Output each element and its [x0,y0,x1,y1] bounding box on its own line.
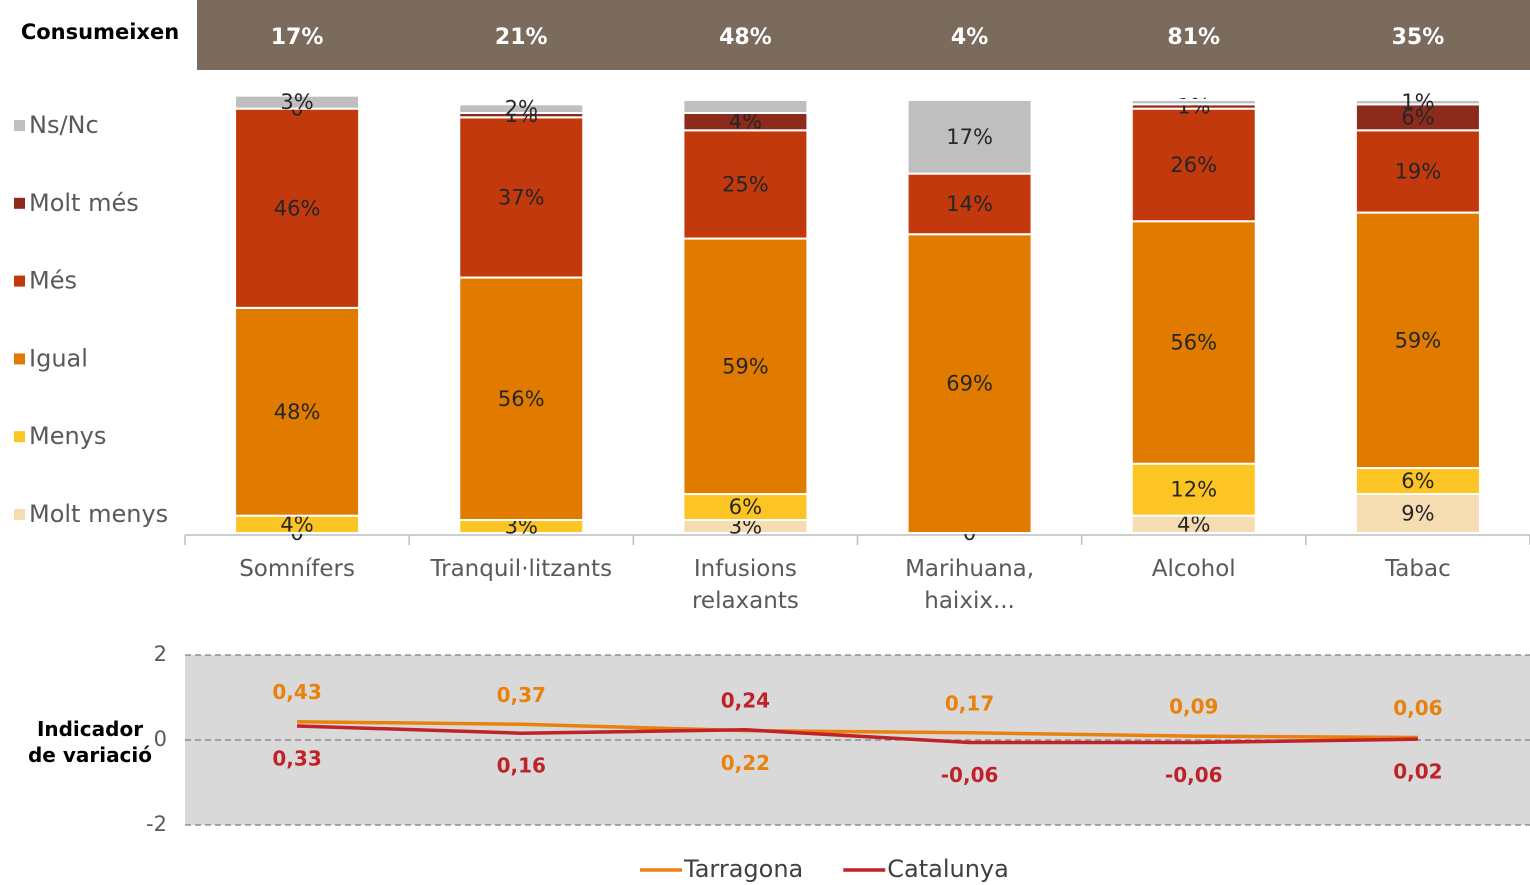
data-label: 6% [729,495,762,519]
consumption-label: 21% [495,25,548,50]
data-label: 1% [1401,90,1434,114]
data-label: 0,09 [1169,695,1218,719]
consumption-label: 35% [1392,25,1445,50]
bar-segment [682,237,809,496]
legend-label: Tarragona [683,855,803,883]
legend-swatch [14,120,25,131]
x-tick-label: Alcohol [1151,556,1236,582]
legend-label: Menys [29,422,106,450]
bar-segment [234,107,361,309]
consumption-label: 48% [719,25,772,50]
data-label: 0,22 [721,751,770,775]
data-label: 46% [274,196,321,220]
data-label: 6% [1401,469,1434,493]
bar-segment [1354,103,1481,132]
data-label: 0,17 [945,691,994,715]
legend-swatch [14,197,25,209]
data-label: 4% [729,110,762,134]
data-label: 17% [946,125,993,149]
data-label: 9% [1401,502,1434,526]
legend-label: Ns/Nc [29,111,99,139]
data-label: 0,16 [497,754,546,778]
bar-segment [682,493,809,522]
data-label: -0,06 [1165,763,1223,787]
data-label: 26% [1170,153,1217,177]
data-label: 0,02 [1393,760,1442,784]
line [297,719,1418,740]
data-label: 12% [1170,478,1217,502]
bar-segment [682,129,809,240]
data-label: 3% [280,90,313,114]
x-tick-label: Marihuana, haixix... [905,556,1035,614]
consumption-label: 17% [271,25,324,50]
header-band [197,0,1530,70]
data-label: 48% [274,400,321,424]
data-label: 59% [1395,328,1442,352]
legend-label: Igual [29,344,88,372]
legend-label: Molt més [29,189,139,217]
data-label: 6% [1401,105,1434,129]
data-label: 0,43 [272,680,321,704]
bar-segment [458,116,585,279]
bar-segment [906,233,1033,534]
legend-label: Catalunya [887,855,1009,883]
data-label: 69% [946,372,993,396]
x-tick-label: Somnífers [239,556,355,582]
y-tick-label: 2 [154,642,167,666]
y-tick-label: 0 [154,727,167,751]
bar-segment [234,94,361,110]
bar-segment [458,103,585,114]
data-label: 0,24 [721,688,770,712]
data-label: 14% [946,192,993,216]
legend-swatch [14,353,25,365]
bar-segment [682,99,809,114]
legend-label: Molt menys [29,500,168,528]
x-tick-label: Tabac [1385,556,1451,582]
data-label: 37% [498,185,545,209]
data-label: 56% [498,387,545,411]
y-tick-label: -2 [146,812,167,836]
bar-segment [1130,462,1257,517]
data-label: 25% [722,172,769,196]
bar-segment [1354,129,1481,214]
bar-segment [234,306,361,517]
y-axis-label: Indicador de variació [27,717,153,767]
data-label: 59% [722,354,769,378]
data-label: 56% [1170,330,1217,354]
legend-swatch [14,509,25,520]
x-tick-label: Infusions relaxants [691,556,799,614]
bar-segment [1354,493,1481,534]
bar-segment [906,99,1033,175]
data-label: 2% [505,97,538,121]
data-label: 19% [1395,159,1442,183]
bar-segment [906,172,1033,236]
data-label: 1% [1177,94,1210,118]
data-label: 0,37 [497,683,546,707]
consumption-label: 4% [951,25,988,50]
line [297,724,1418,745]
legend-swatch [14,431,25,443]
data-label: -0,06 [941,763,999,787]
header-label: Consumeixen [21,20,179,44]
x-tick-label: Tranquil·litzants [430,556,613,582]
legend-swatch [14,275,25,287]
bar-segment [1354,99,1481,106]
legend-label: Més [29,267,77,295]
data-label: 0,33 [272,746,321,770]
consumption-label: 81% [1167,25,1220,50]
data-label: 0,06 [1393,696,1442,720]
bar-segment [1130,99,1257,106]
